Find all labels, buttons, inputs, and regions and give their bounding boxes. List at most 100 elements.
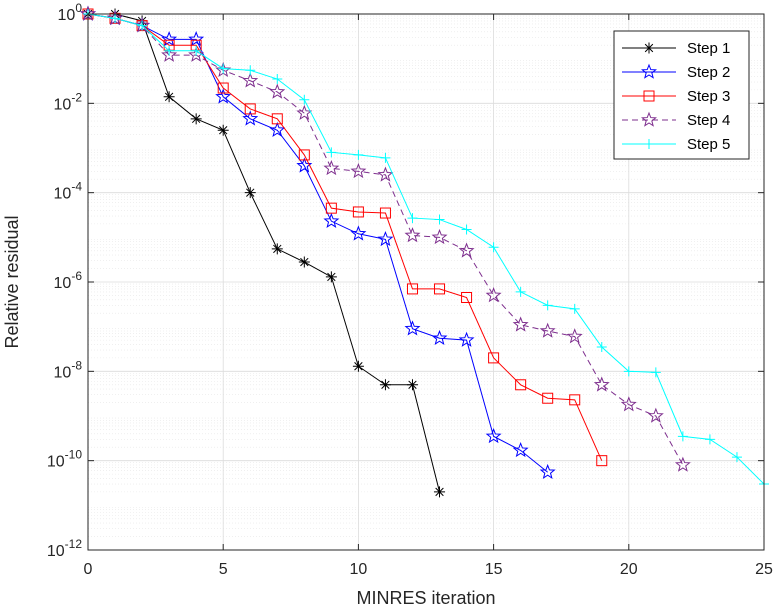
data-point: [596, 455, 608, 467]
y-tick-label: 100: [58, 1, 83, 24]
data-point: [512, 441, 529, 458]
y-tick-label: 10-8: [54, 358, 83, 381]
data-point: [542, 392, 554, 404]
data-point: [188, 46, 205, 62]
data-point: [539, 463, 556, 480]
data-point: [217, 82, 229, 94]
series-line: [87, 13, 684, 466]
data-point: [458, 331, 475, 347]
data-point: [188, 31, 205, 47]
data-point: [350, 225, 367, 241]
data-point: [647, 407, 664, 423]
data-point: [271, 243, 283, 255]
data-point: [271, 113, 283, 125]
y-tick-label: 10-6: [54, 269, 83, 292]
data-point: [488, 242, 499, 253]
data-point: [242, 110, 259, 126]
data-point: [641, 63, 657, 79]
data-point: [298, 256, 310, 268]
data-point: [323, 212, 340, 228]
x-tick-label: 0: [84, 561, 93, 578]
y-tick-label: 10-10: [47, 448, 82, 471]
data-point: [407, 213, 418, 224]
legend-entry: Step 3: [622, 88, 730, 105]
data-point: [242, 72, 259, 88]
data-point: [298, 149, 310, 161]
data-point: [643, 90, 655, 102]
data-point: [353, 149, 364, 160]
legend-label: Step 3: [687, 88, 730, 105]
data-point: [137, 20, 148, 31]
ticks: 0 5 10 15 20 25 100 10-2 10-4 10-6 10-8 10-10 10-12: [47, 1, 773, 578]
x-tick-label: 10: [350, 561, 368, 578]
data-point: [644, 139, 654, 149]
data-point: [352, 206, 364, 218]
y-tick-label: 10-12: [47, 537, 82, 560]
data-point: [674, 456, 691, 472]
data-point: [485, 287, 502, 303]
legend-entry: Step 5: [622, 136, 730, 153]
data-point: [566, 328, 583, 344]
data-point: [404, 227, 421, 243]
legend-label: Step 4: [687, 112, 730, 129]
data-point: [296, 157, 313, 173]
data-point: [190, 113, 202, 125]
data-point: [643, 42, 655, 54]
series-group: [80, 5, 769, 498]
data-point: [296, 104, 313, 121]
data-point: [325, 271, 337, 283]
data-point: [406, 283, 418, 295]
data-point: [434, 283, 446, 295]
data-point: [596, 342, 607, 353]
data-point: [515, 286, 526, 297]
data-point: [461, 224, 472, 235]
data-point: [569, 303, 580, 314]
data-point: [620, 396, 637, 412]
data-point: [269, 83, 286, 99]
data-point: [650, 367, 661, 378]
data-point: [323, 159, 340, 176]
x-axis-label: MINRES iteration: [356, 588, 495, 608]
x-tick-label: 15: [485, 561, 503, 578]
data-point: [272, 74, 283, 85]
data-point: [161, 46, 178, 62]
data-point: [431, 228, 448, 245]
data-point: [458, 242, 475, 258]
data-point: [215, 88, 232, 104]
y-tick-label: 10-2: [54, 90, 83, 113]
data-point: [404, 320, 421, 336]
y-axis-label: Relative residual: [2, 215, 22, 348]
data-point: [434, 486, 446, 498]
x-tick-label: 25: [755, 561, 773, 578]
legend-box: [613, 30, 750, 160]
data-point: [299, 94, 310, 105]
legend: Step 1 Step 2 Step 3 Step 4 Step 5: [613, 30, 750, 160]
y-tick-label: 10-4: [54, 180, 83, 203]
data-point: [515, 379, 527, 391]
legend-entry: Step 4: [622, 111, 730, 129]
data-point: [380, 152, 391, 163]
data-point: [218, 63, 229, 74]
legend-label: Step 2: [687, 64, 730, 81]
data-point: [269, 121, 286, 138]
data-point: [352, 360, 364, 372]
data-point: [326, 147, 337, 158]
data-point: [161, 31, 178, 47]
data-point: [569, 394, 581, 406]
data-point: [245, 65, 256, 76]
data-point: [244, 187, 256, 199]
data-point: [379, 207, 391, 219]
data-point: [641, 111, 657, 127]
data-point: [377, 230, 394, 247]
data-point: [488, 352, 500, 364]
data-point: [244, 103, 256, 115]
data-point: [431, 329, 448, 346]
series-line: [88, 13, 441, 493]
x-tick-label: 20: [620, 561, 638, 578]
legend-entry: Step 2: [622, 63, 730, 81]
data-point: [110, 13, 121, 24]
legend-entry: Step 1: [622, 40, 730, 57]
data-point: [542, 300, 553, 311]
data-point: [163, 91, 175, 103]
